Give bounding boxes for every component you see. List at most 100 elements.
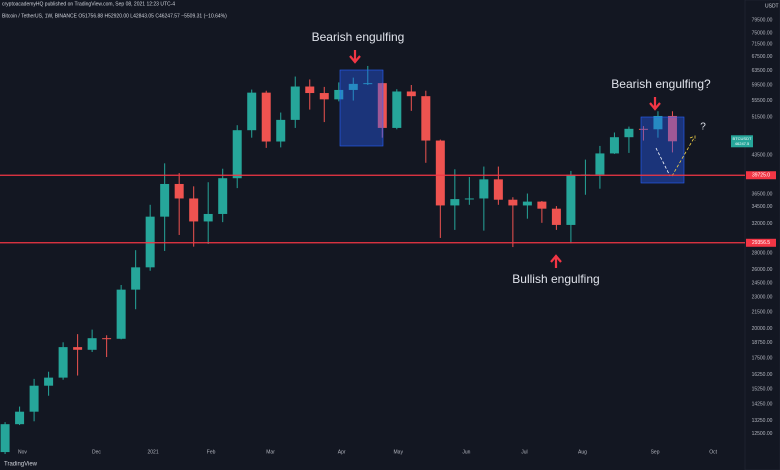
- candle-body: [595, 153, 605, 175]
- y-tick-label: 17500.00: [752, 356, 773, 362]
- y-tick-label: 36500.00: [752, 191, 773, 197]
- y-tick-label: 79500.00: [752, 18, 773, 24]
- y-tick-label: 28000.00: [752, 251, 773, 257]
- y-tick-label: 15250.00: [752, 386, 773, 392]
- arrow: [550, 254, 562, 268]
- candle-body: [29, 385, 39, 412]
- candle-body: [15, 411, 25, 425]
- candle-body: [479, 179, 489, 199]
- arrow: [649, 97, 661, 111]
- y-tick-label: 43500.00: [752, 152, 773, 158]
- x-tick-label: Dec: [92, 449, 101, 455]
- candle-body: [406, 91, 416, 97]
- candle-body: [566, 174, 576, 225]
- candle-body: [305, 86, 315, 94]
- candle-body: [450, 199, 460, 206]
- candle-body: [363, 83, 373, 85]
- candle-body: [58, 347, 68, 378]
- candle-body: [638, 128, 648, 130]
- footer: TradingView: [4, 462, 38, 468]
- x-tick-label: Nov: [18, 449, 27, 455]
- y-tick-label: 75000.00: [752, 31, 773, 37]
- candle-body: [421, 96, 431, 141]
- annotation: Bearish engulfing: [312, 30, 405, 44]
- price-axis: [744, 0, 780, 470]
- level-label-bg: [746, 171, 776, 180]
- candle-body: [290, 86, 300, 120]
- candle-body: [377, 83, 387, 128]
- candle-body: [537, 201, 547, 209]
- x-tick-label: Jul: [521, 449, 527, 455]
- candle-body: [145, 216, 155, 268]
- level-label: 39725.0: [752, 173, 770, 179]
- candle-body: [160, 183, 170, 217]
- x-tick-label: Jun: [462, 449, 470, 455]
- currency: USDT: [765, 3, 779, 9]
- candle-body: [218, 178, 228, 214]
- y-tick-label: 20000.00: [752, 326, 773, 332]
- annotation: Bearish engulfing?: [611, 77, 711, 91]
- x-tick-label: Aug: [578, 449, 587, 455]
- annotation: ?: [700, 122, 706, 133]
- y-tick-label: 63500.00: [752, 68, 773, 74]
- author-line: cryptoacademyHQ published on TradingView…: [2, 1, 175, 7]
- candle-body: [334, 89, 344, 100]
- candle-body: [493, 179, 503, 200]
- candle-body: [609, 137, 619, 154]
- candle-body: [174, 183, 184, 199]
- highlight-box: [640, 116, 685, 184]
- y-tick-label: 12500.00: [752, 431, 773, 437]
- level-label-bg: [746, 238, 776, 247]
- x-tick-label: Feb: [207, 449, 216, 455]
- candle-body: [464, 198, 474, 200]
- candle-body: [87, 338, 97, 350]
- candle-body: [0, 424, 10, 453]
- candle-body: [102, 338, 112, 340]
- y-tick-label: 13250.00: [752, 418, 773, 424]
- candle-body: [131, 267, 141, 290]
- projection: [655, 147, 671, 177]
- x-tick-label: Sep: [651, 449, 660, 455]
- arrow: [349, 50, 361, 64]
- y-tick-label: 71500.00: [752, 41, 773, 47]
- candle-body: [189, 198, 199, 222]
- candle-body: [319, 93, 329, 100]
- candle-body: [508, 199, 518, 206]
- candle-body: [551, 208, 561, 225]
- last-price-label: 46247.5: [735, 141, 750, 146]
- symbol-line: Bitcoin / TetherUS, 1W, BINANCE O51756.8…: [2, 13, 227, 19]
- x-tick-label: 2021: [147, 449, 158, 455]
- candle-body: [261, 92, 271, 142]
- y-tick-label: 14250.00: [752, 402, 773, 408]
- candle-body: [667, 115, 677, 142]
- y-tick-label: 67500.00: [752, 54, 773, 60]
- annotation: Bullish engulfing: [512, 272, 599, 286]
- y-tick-label: 18750.00: [752, 340, 773, 346]
- x-tick-label: May: [394, 449, 404, 455]
- last-price-name: BTCUSDT: [733, 136, 752, 141]
- candle-body: [624, 128, 634, 138]
- candle-body: [276, 119, 286, 142]
- y-tick-label: 23000.00: [752, 295, 773, 301]
- x-tick-label: Mar: [266, 449, 275, 455]
- y-tick-label: 51500.00: [752, 115, 773, 121]
- x-tick-label: Apr: [338, 449, 346, 455]
- y-tick-label: 59500.00: [752, 82, 773, 88]
- y-tick-label: 16250.00: [752, 372, 773, 378]
- y-tick-label: 24500.00: [752, 280, 773, 286]
- candle-body: [203, 213, 213, 222]
- last-price-bg: [731, 135, 753, 148]
- y-tick-label: 21500.00: [752, 310, 773, 316]
- candle-body: [522, 201, 532, 206]
- y-tick-label: 32000.00: [752, 221, 773, 227]
- candle-body: [116, 289, 126, 339]
- y-tick-label: 55500.00: [752, 98, 773, 104]
- candle-body: [232, 130, 242, 179]
- y-tick-label: 26000.00: [752, 267, 773, 273]
- candle-body: [392, 91, 402, 128]
- projection: [671, 135, 696, 177]
- y-tick-label: 34500.00: [752, 204, 773, 210]
- level-label: 29356.5: [752, 240, 770, 246]
- highlight-box: [339, 69, 384, 147]
